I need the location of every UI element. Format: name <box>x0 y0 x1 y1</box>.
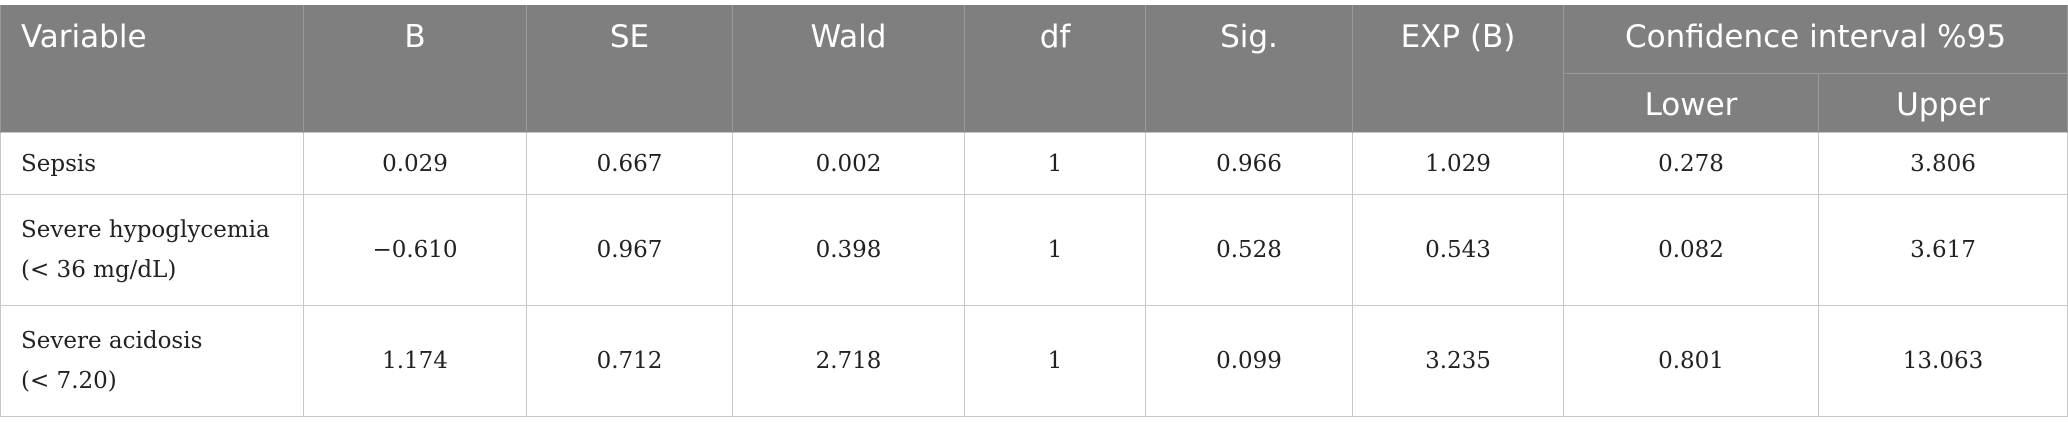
table-wrap: Variable B SE Wald df Sig. EXP (B) Confidence i… <box>0 5 2068 417</box>
cell: 0.002 <box>732 132 965 195</box>
cell: −0.610 <box>303 194 527 306</box>
row-label: Sepsis <box>0 132 304 195</box>
header-row: Lower Upper <box>1 73 2068 133</box>
cell: 3.235 <box>1352 305 1564 417</box>
cell: 0.099 <box>1145 305 1353 417</box>
table-body: Sepsis 0.029 0.667 0.002 1 0.966 1.029 0.278 3.8… <box>0 132 2068 417</box>
cell: 0.967 <box>526 194 733 306</box>
cell: 0.966 <box>1145 132 1353 195</box>
cell: 0.667 <box>526 132 733 195</box>
cell: 0.543 <box>1352 194 1564 306</box>
label-line: (< 7.20) <box>21 368 117 394</box>
column-header: df <box>964 5 1146 133</box>
column-header: SE <box>526 5 733 133</box>
table: Variable B SE Wald df Sig. EXP (B) Confidence i… <box>0 5 2068 417</box>
cell: 3.806 <box>1817 132 2068 195</box>
cell: 3.617 <box>1817 194 2068 306</box>
column-header: B <box>303 5 527 133</box>
cell: 1.174 <box>303 305 527 417</box>
label-line: (< 36 mg/dL) <box>21 257 177 283</box>
column-header: Sig. <box>1145 5 1353 133</box>
cell: 1.029 <box>1352 132 1564 195</box>
group-header: Confidence interval %95 <box>1562 5 2068 74</box>
table-row: Severe hypoglycemia (< 36 mg/dL) −0.610 0.9… <box>0 194 2068 306</box>
row-label: Severe acidosis (< 7.20) <box>0 305 304 417</box>
cell: 1 <box>964 194 1146 306</box>
label-line: Sepsis <box>21 150 97 177</box>
cell: 1 <box>964 305 1146 417</box>
header-row: Variable B SE Wald df Sig. EXP (B) Confidence i… <box>0 5 2068 133</box>
table-header: Variable B SE Wald df Sig. EXP (B) Confidence i… <box>0 5 2068 133</box>
subcolumn-header: Upper <box>1817 73 2068 133</box>
label-line: Severe acidosis <box>21 328 203 354</box>
column-header: EXP (B) <box>1352 5 1564 133</box>
cell: 0.398 <box>732 194 965 306</box>
label-line: Severe hypoglycemia <box>21 217 270 243</box>
row-label: Severe hypoglycemia (< 36 mg/dL) <box>0 194 304 306</box>
column-header: Variable <box>0 5 304 133</box>
table-row: Sepsis 0.029 0.667 0.002 1 0.966 1.029 0.278 3.8… <box>0 132 2068 195</box>
column-header: Wald <box>732 5 965 133</box>
cell: 0.278 <box>1563 132 1819 195</box>
cell: 0.528 <box>1145 194 1353 306</box>
cell: 0.029 <box>303 132 527 195</box>
table-row: Severe acidosis (< 7.20) 1.174 0.712 2.718 1 0… <box>0 305 2068 417</box>
cell: 0.712 <box>526 305 733 417</box>
cell: 2.718 <box>732 305 965 417</box>
cell: 13.063 <box>1817 305 2068 417</box>
cell: 1 <box>964 132 1146 195</box>
cell: 0.801 <box>1563 305 1819 417</box>
subcolumn-header: Lower <box>1563 73 1819 133</box>
cell: 0.082 <box>1563 194 1819 306</box>
